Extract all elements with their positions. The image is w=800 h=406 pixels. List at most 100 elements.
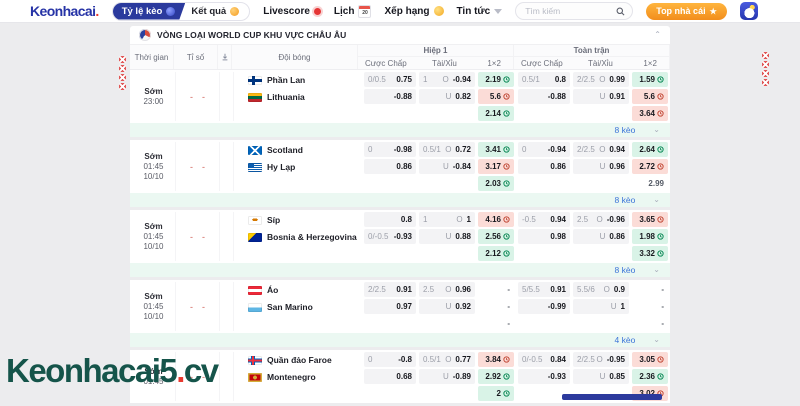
expand-chevron-down-icon[interactable]: ⌄ xyxy=(653,265,660,274)
ou-cell-1[interactable]: 2.5 O 0.96 xyxy=(419,282,475,297)
x12-cell-1[interactable]: 3.41 xyxy=(478,142,514,157)
hdp-cell-1[interactable]: 0 -0.94 xyxy=(518,142,570,157)
hdp-cell-1[interactable]: -0.5 0.94 xyxy=(518,212,570,227)
nav-schedule[interactable]: Lịch 20 xyxy=(334,4,372,18)
ou-cell-2[interactable]: U 0.92 xyxy=(419,299,475,314)
x12-cell-2[interactable]: - xyxy=(632,299,668,314)
ou-cell-1[interactable]: 2/2.5 O 0.94 xyxy=(573,142,629,157)
x12-cell-1[interactable]: 2.64 xyxy=(632,142,668,157)
x12-cell-2[interactable]: 2.56 xyxy=(478,229,514,244)
expand-chevron-down-icon[interactable]: ⌄ xyxy=(653,125,660,134)
tab-results[interactable]: Kết quả xyxy=(185,6,249,17)
home-team[interactable]: Phần Lan xyxy=(248,73,360,87)
x12-cell-2[interactable]: 3.17 xyxy=(478,159,514,174)
nav-ranking[interactable]: Xếp hạng xyxy=(384,6,444,17)
decor-left[interactable] xyxy=(119,56,126,90)
hdp-cell-1[interactable]: 0/0.5 0.75 xyxy=(364,72,416,87)
tab-odds[interactable]: Tỷ lệ kèo xyxy=(113,3,186,20)
x12-cell-1[interactable]: 3.84 xyxy=(478,352,514,367)
away-team[interactable]: Montenegro xyxy=(248,370,360,384)
ou-cell-2[interactable]: U 0.86 xyxy=(573,229,629,244)
x12-cell-2[interactable]: 2.36 xyxy=(632,369,668,384)
site-logo[interactable]: Keonhacai. xyxy=(30,3,99,19)
ou-cell-1[interactable]: 0.5/1 O 0.72 xyxy=(419,142,475,157)
nav-news[interactable]: Tin tức xyxy=(457,6,503,17)
hdp-cell-2[interactable]: 0.86 xyxy=(518,159,570,174)
expand-chevron-down-icon[interactable]: ⌄ xyxy=(653,335,660,344)
x12-cell-1[interactable]: - xyxy=(632,282,668,297)
x12-cell-2[interactable]: 2.72 xyxy=(632,159,668,174)
top-bookmakers-button[interactable]: Top nhà cái ★ xyxy=(646,2,727,20)
x12-cell-1[interactable]: 3.65 xyxy=(632,212,668,227)
expand-chevron-down-icon[interactable]: ⌄ xyxy=(653,195,660,204)
hdp-cell-2[interactable]: 0.86 xyxy=(364,159,416,174)
ou-cell-1[interactable]: 2.5 O -0.96 xyxy=(573,212,629,227)
x12-cell-2[interactable]: 5.6 xyxy=(478,89,514,104)
away-team[interactable]: Hy Lạp xyxy=(248,160,360,174)
x12-cell-3[interactable]: - xyxy=(478,316,514,331)
hdp-cell-2[interactable]: 0.97 xyxy=(364,299,416,314)
collapse-chevron-up-icon[interactable]: ⌃ xyxy=(654,30,661,39)
hdp-cell-1[interactable]: 5/5.5 0.91 xyxy=(518,282,570,297)
hdp-cell-1[interactable]: 0 -0.8 xyxy=(364,352,416,367)
hdp-cell-2[interactable]: -0.99 xyxy=(518,299,570,314)
hdp-cell-1[interactable]: 0.8 xyxy=(364,212,416,227)
hdp-cell-2[interactable]: -0.88 xyxy=(364,89,416,104)
hdp-cell-2[interactable]: -0.88 xyxy=(518,89,570,104)
away-team[interactable]: San Marino xyxy=(248,300,360,314)
ou-cell-2[interactable]: U 0.85 xyxy=(573,369,629,384)
x12-cell-3[interactable]: 2.12 xyxy=(478,246,514,261)
search-input[interactable] xyxy=(523,5,613,17)
away-team[interactable]: Bosnia & Herzegovina xyxy=(248,230,360,244)
search-icon[interactable] xyxy=(616,7,625,16)
x12-cell-2[interactable]: 5.6 xyxy=(632,89,668,104)
hdp-cell-2[interactable]: -0.93 xyxy=(518,369,570,384)
decor-right[interactable] xyxy=(762,52,769,86)
x12-cell-2[interactable]: 2.92 xyxy=(478,369,514,384)
hdp-cell-2[interactable]: 0/-0.5 -0.93 xyxy=(364,229,416,244)
ou-cell-2[interactable]: U 0.82 xyxy=(419,89,475,104)
x12-cell-1[interactable]: - xyxy=(478,282,514,297)
home-team[interactable]: Síp xyxy=(248,213,360,227)
x12-cell-3[interactable]: 2.99 xyxy=(632,176,668,191)
home-team[interactable]: Áo xyxy=(248,283,360,297)
home-team[interactable]: Scotland xyxy=(248,143,360,157)
hdp-cell-2[interactable]: 0.98 xyxy=(518,229,570,244)
ou-cell-1[interactable]: 0.5/1 O 0.77 xyxy=(419,352,475,367)
nav-livescore[interactable]: Livescore xyxy=(263,6,321,17)
home-team[interactable]: Quần đảo Faroe xyxy=(248,353,360,367)
mascot-icon[interactable] xyxy=(739,2,758,20)
hdp-cell-1[interactable]: 0/-0.5 0.84 xyxy=(518,352,570,367)
ou-cell-2[interactable]: U -0.89 xyxy=(419,369,475,384)
x12-cell-1[interactable]: 2.19 xyxy=(478,72,514,87)
x12-cell-3[interactable]: 2.14 xyxy=(478,106,514,121)
hdp-cell-1[interactable]: 0 -0.98 xyxy=(364,142,416,157)
keo-link[interactable]: 8 kèo xyxy=(615,125,636,135)
x12-cell-3[interactable]: - xyxy=(632,316,668,331)
x12-cell-2[interactable]: - xyxy=(478,299,514,314)
away-team[interactable]: Lithuania xyxy=(248,90,360,104)
ou-cell-1[interactable]: 1 O -0.94 xyxy=(419,72,475,87)
keo-link[interactable]: 4 kèo xyxy=(615,335,636,345)
ou-cell-2[interactable]: U -0.84 xyxy=(419,159,475,174)
x12-cell-1[interactable]: 3.05 xyxy=(632,352,668,367)
ou-cell-2[interactable]: U 0.88 xyxy=(419,229,475,244)
ou-cell-2[interactable]: U 0.96 xyxy=(573,159,629,174)
hdp-cell-1[interactable]: 2/2.5 0.91 xyxy=(364,282,416,297)
x12-cell-2[interactable]: 1.98 xyxy=(632,229,668,244)
hdp-cell-1[interactable]: 0.5/1 0.8 xyxy=(518,72,570,87)
x12-cell-3[interactable]: 3.32 xyxy=(632,246,668,261)
ou-cell-1[interactable]: 2/2.5 O 0.99 xyxy=(573,72,629,87)
x12-cell-3[interactable]: 2 xyxy=(478,386,514,401)
x12-cell-3[interactable]: 2.03 xyxy=(478,176,514,191)
hdp-cell-2[interactable]: 0.68 xyxy=(364,369,416,384)
x12-cell-1[interactable]: 1.59 xyxy=(632,72,668,87)
ou-cell-1[interactable]: 5.5/6 O 0.9 xyxy=(573,282,629,297)
ou-cell-1[interactable]: 2/2.5 O -0.95 xyxy=(573,352,629,367)
col-header-sort[interactable] xyxy=(218,45,232,69)
keo-link[interactable]: 8 kèo xyxy=(615,195,636,205)
x12-cell-3[interactable]: 3.64 xyxy=(632,106,668,121)
x12-cell-1[interactable]: 4.16 xyxy=(478,212,514,227)
